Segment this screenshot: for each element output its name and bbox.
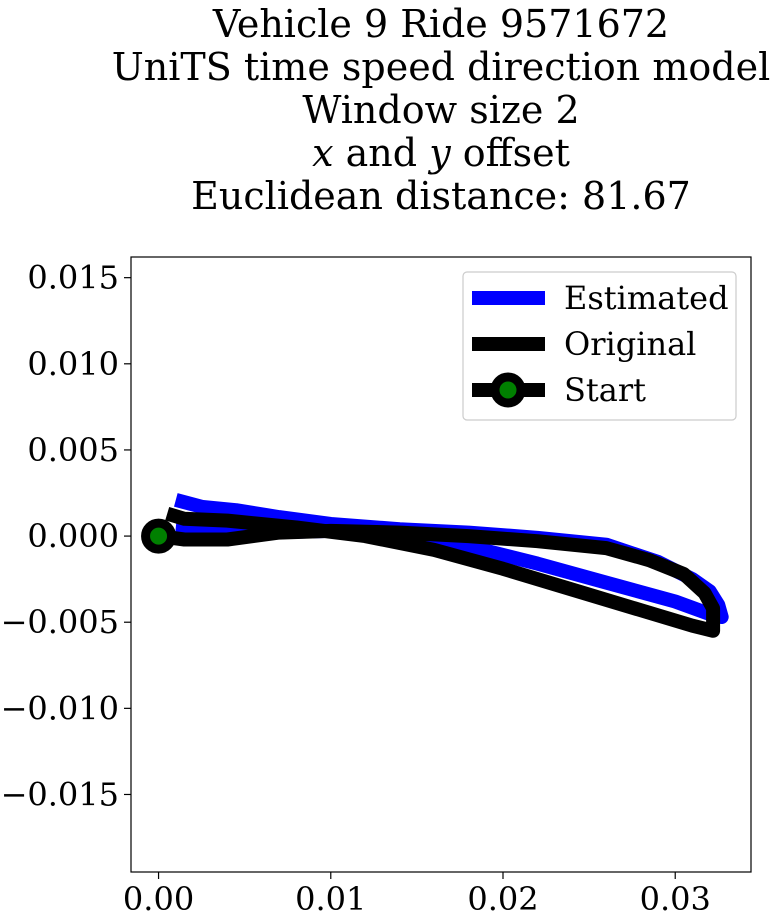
title-var-y: y [427, 131, 451, 175]
legend-label-start: Start [564, 371, 646, 409]
chart-title-line-2: UniTS time speed direction model [112, 45, 771, 89]
plot-area-frame [130, 256, 752, 873]
legend-label-estimated: Estimated [564, 279, 729, 317]
title-and: and [334, 131, 430, 175]
chart-title-line-1: Vehicle 9 Ride 9571672 [212, 2, 669, 46]
y-tick-label: −0.010 [1, 689, 119, 727]
chart-title-line-3: Window size 2 [302, 88, 579, 132]
title-offset: offset [451, 131, 570, 175]
y-tick-label: 0.010 [27, 345, 119, 383]
legend: Estimated Original Start [462, 271, 737, 421]
start-point-marker [141, 518, 177, 554]
chart-title-line-5: Euclidean distance: 81.67 [191, 174, 691, 218]
series-layer [141, 493, 729, 638]
title-var-x: x [312, 131, 333, 175]
y-tick-label: −0.005 [1, 603, 119, 641]
y-tick-label: 0.015 [27, 259, 119, 297]
x-tick-label: 0.00 [123, 880, 194, 918]
chart-title-line-4: x and y offset [312, 131, 570, 175]
x-tick-label: 0.02 [467, 880, 538, 918]
legend-start-marker [490, 372, 526, 408]
y-tick-label: −0.015 [1, 775, 119, 813]
x-axis: 0.00 0.01 0.02 0.03 [123, 872, 711, 918]
series-line-original [157, 506, 721, 638]
legend-label-original: Original [564, 325, 696, 363]
y-axis: 0.015 0.010 0.005 0.000 −0.005 −0.010 −0.015 [1, 259, 131, 813]
x-tick-label: 0.03 [640, 880, 711, 918]
x-tick-label: 0.01 [295, 880, 366, 918]
y-tick-label: 0.005 [27, 431, 119, 469]
y-tick-label: 0.000 [27, 517, 119, 555]
